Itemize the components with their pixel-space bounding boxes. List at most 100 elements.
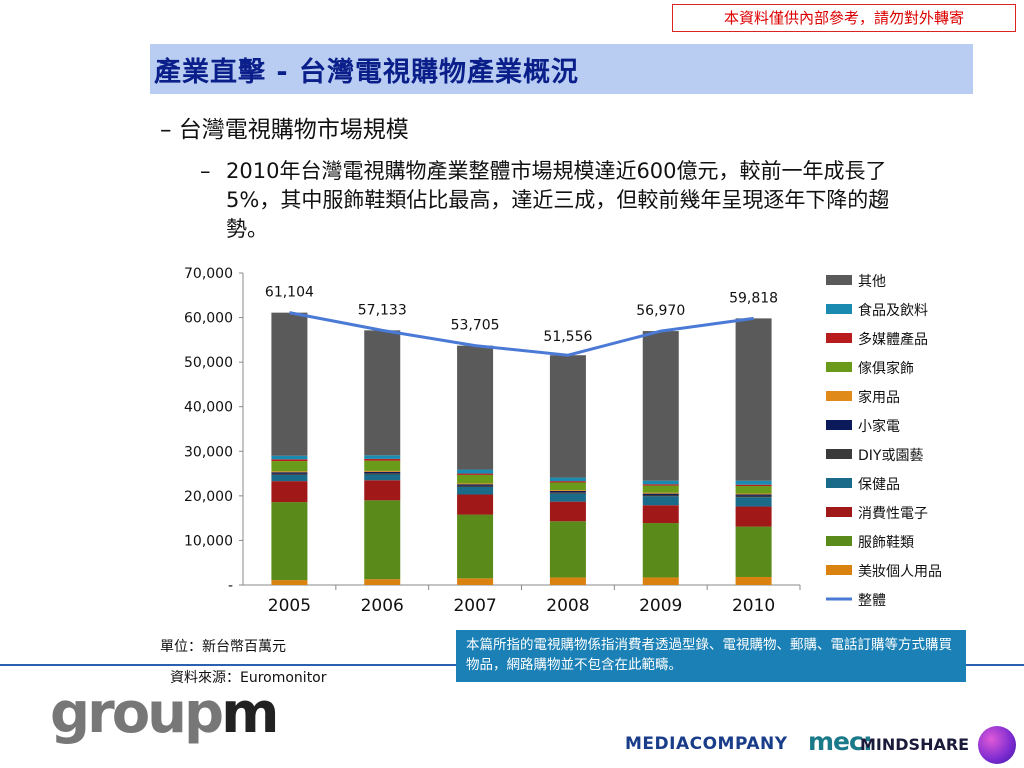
groupm-logo-text: group bbox=[50, 681, 224, 746]
unit-label: 單位：新台幣百萬元 bbox=[160, 639, 286, 655]
bar-segment bbox=[457, 578, 494, 585]
bar-segment bbox=[364, 480, 401, 501]
x-tick-label: 2010 bbox=[732, 596, 775, 616]
bar-segment bbox=[549, 490, 586, 491]
bar-segment bbox=[735, 506, 772, 527]
bar-segment bbox=[364, 455, 401, 459]
bar-segment bbox=[735, 493, 772, 495]
bullet-body: – 2010年台灣電視購物產業整體市場規模達近600億元，較前一年成長了5%，其… bbox=[200, 157, 960, 244]
total-data-label: 56,970 bbox=[636, 303, 685, 319]
bar-segment bbox=[549, 577, 586, 585]
bar-segment bbox=[457, 494, 494, 515]
legend-label: 食品及飲料 bbox=[858, 302, 928, 319]
bar-segment bbox=[457, 486, 494, 495]
mindshare-logo: MINDSHARE bbox=[860, 735, 970, 754]
bar-segment bbox=[549, 492, 586, 494]
bar-segment bbox=[271, 481, 308, 503]
bar-segment bbox=[735, 480, 772, 485]
title-bar: 產業直擊 - 台灣電視購物產業概況 bbox=[150, 44, 973, 94]
x-tick-label: 2005 bbox=[268, 596, 311, 616]
bar-segment bbox=[271, 312, 308, 456]
legend-swatch bbox=[826, 391, 852, 401]
legend-label: 傢俱家飾 bbox=[858, 360, 914, 377]
bar-segment bbox=[735, 576, 772, 585]
bar-segment bbox=[735, 495, 772, 498]
bar-segment bbox=[457, 485, 494, 487]
bar-segment bbox=[549, 501, 586, 522]
bar-segment bbox=[271, 461, 308, 472]
bar-segment bbox=[549, 493, 586, 502]
bar-segment bbox=[271, 459, 308, 462]
bullet-dash: – bbox=[200, 159, 211, 183]
total-data-label: 51,556 bbox=[543, 329, 592, 345]
legend-swatch bbox=[826, 304, 852, 314]
market-size-chart: 70,000 60,000 50,000 40,000 30,000 20,000 10,0… bbox=[184, 266, 942, 616]
bar-segment bbox=[642, 492, 679, 494]
legend-swatch bbox=[826, 449, 852, 459]
bar-segment bbox=[549, 477, 586, 482]
total-data-label: 57,133 bbox=[358, 302, 407, 318]
bar-segment bbox=[642, 480, 679, 485]
legend-label: 其他 bbox=[858, 274, 886, 290]
bar-segment bbox=[549, 482, 586, 491]
bar-segment bbox=[457, 473, 494, 475]
bar-segment bbox=[271, 474, 308, 482]
bar-segment bbox=[642, 484, 679, 486]
y-tick-label: - bbox=[228, 578, 233, 594]
y-tick-label: 30,000 bbox=[184, 444, 233, 460]
x-tick-label: 2006 bbox=[361, 596, 404, 616]
bar-segment bbox=[457, 483, 494, 485]
definition-note: 本篇所指的電視購物係指消費者透過型錄、電視購物、郵購、電話訂購等方式購買物品，網… bbox=[456, 630, 966, 682]
bullet-heading: – 台灣電視購物市場規模 bbox=[160, 117, 409, 143]
legend-label: 美妝個人用品 bbox=[858, 564, 942, 580]
bullet-text: 2010年台灣電視購物產業整體市場規模達近600億元，較前一年成長了5%，其中服… bbox=[226, 159, 890, 241]
bar-segment bbox=[271, 580, 308, 585]
bar-segment bbox=[364, 579, 401, 585]
legend-swatch bbox=[826, 333, 852, 343]
bar-segment bbox=[457, 469, 494, 474]
bar-segment bbox=[457, 484, 494, 486]
legend-swatch bbox=[826, 420, 852, 430]
bar-segment bbox=[364, 473, 401, 475]
bar-segment bbox=[642, 577, 679, 585]
total-data-label: 53,705 bbox=[451, 318, 500, 334]
bar-segment bbox=[364, 470, 401, 472]
legend-label: 整體 bbox=[858, 593, 886, 609]
bar-segment bbox=[735, 494, 772, 496]
groupm-logo: groupm bbox=[50, 681, 280, 746]
bar-segment bbox=[457, 514, 494, 579]
legend-label: 小家電 bbox=[858, 418, 900, 435]
y-tick-label: 60,000 bbox=[184, 311, 233, 327]
legend-swatch bbox=[826, 362, 852, 372]
bar-segment bbox=[735, 318, 772, 481]
legend-swatch bbox=[826, 507, 852, 517]
source-label: 資料來源：Euromonitor bbox=[170, 670, 327, 686]
bar-segment bbox=[642, 493, 679, 495]
bar-segment bbox=[271, 502, 308, 581]
bar-segment bbox=[271, 471, 308, 473]
bar-segment bbox=[271, 455, 308, 460]
y-tick-label: 10,000 bbox=[184, 533, 233, 549]
bar-segment bbox=[642, 485, 679, 493]
legend-label: 家用品 bbox=[858, 389, 900, 406]
mec-logo: mec: bbox=[808, 727, 873, 756]
bar-segment bbox=[735, 526, 772, 577]
y-tick-label: 40,000 bbox=[184, 400, 233, 416]
bar-segment bbox=[364, 458, 401, 461]
legend-swatch bbox=[826, 536, 852, 546]
legend-swatch bbox=[826, 478, 852, 488]
bar-segment bbox=[364, 500, 401, 580]
bar-segment bbox=[549, 521, 586, 578]
bar-segment bbox=[457, 345, 494, 470]
total-data-label: 59,818 bbox=[729, 290, 778, 306]
bar-segment bbox=[549, 490, 586, 493]
bar-segment bbox=[549, 355, 586, 478]
mindshare-orb-icon bbox=[978, 726, 1016, 764]
y-tick-label: 70,000 bbox=[184, 266, 233, 282]
legend-label: DIY或園藝 bbox=[858, 448, 923, 464]
legend-label: 多媒體產品 bbox=[858, 331, 928, 348]
bar-segment bbox=[642, 505, 679, 524]
bar-segment bbox=[642, 523, 679, 578]
total-data-label: 61,104 bbox=[265, 285, 314, 301]
total-line bbox=[289, 311, 754, 357]
